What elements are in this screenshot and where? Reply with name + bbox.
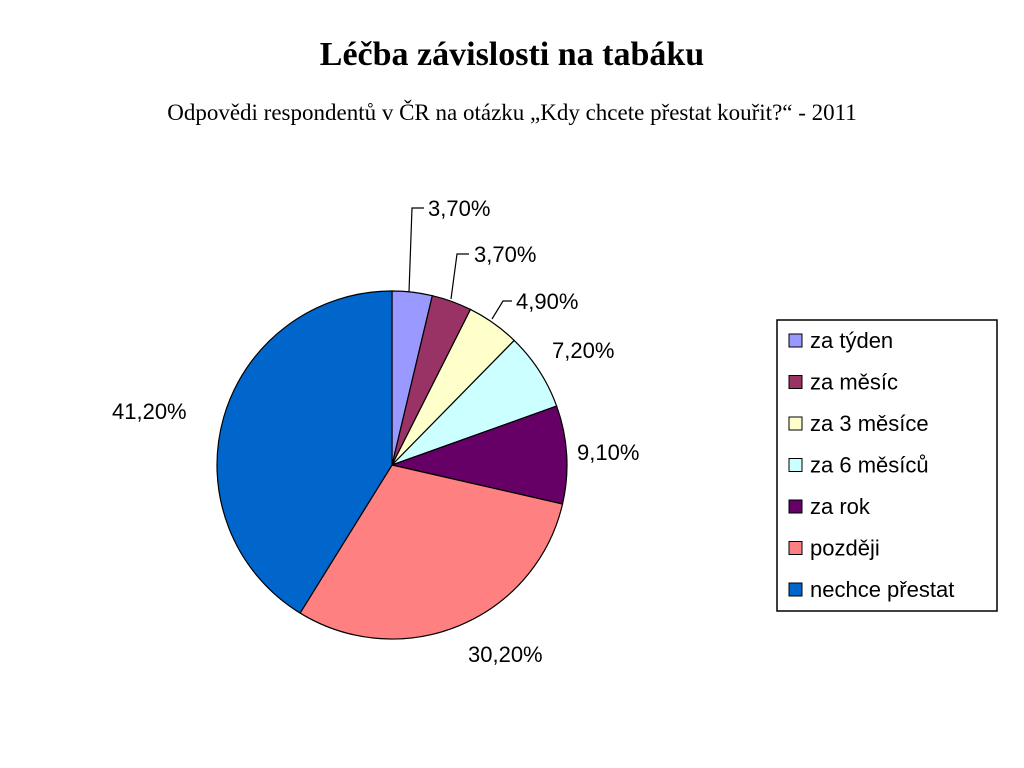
pie-slices xyxy=(216,290,568,640)
data-label-7: 41,20% xyxy=(112,399,187,424)
legend-swatch-6 xyxy=(788,541,803,555)
data-label-2: 3,70% xyxy=(474,242,536,267)
legend-swatch-3 xyxy=(788,416,803,431)
chart-legend: za týden za měsíc za 3 měsíce za 6 měsíců za… xyxy=(776,319,998,612)
legend-swatch-5 xyxy=(788,499,803,514)
legend-label-3: za 3 měsíce xyxy=(810,411,929,436)
legend-swatch-2 xyxy=(788,375,803,389)
legend-label-6: později xyxy=(810,536,880,561)
slide-subtitle: Odpovědi respondentů v ČR na otázku „Kdy… xyxy=(167,100,857,125)
pie-slice-5 xyxy=(389,405,568,505)
legend-label-4: za 6 měsíců xyxy=(810,453,929,478)
data-label-4: 7,20% xyxy=(552,338,614,363)
pie-slice-7 xyxy=(216,290,393,614)
legend-label-1: za týden xyxy=(810,328,893,353)
legend-swatch-7 xyxy=(788,582,803,597)
leader-line-3 xyxy=(491,300,512,320)
data-label-6: 30,20% xyxy=(468,642,543,667)
legend-label-2: za měsíc xyxy=(810,370,898,395)
data-labels: 3,70% 3,70% 4,90% 7,20% 9,10% 30,20% 41,20% xyxy=(112,196,639,667)
legend-swatch-1 xyxy=(788,333,803,348)
data-label-1: 3,70% xyxy=(428,196,490,221)
data-label-5: 9,10% xyxy=(577,440,639,465)
legend-label-5: za rok xyxy=(810,494,871,519)
legend-frame xyxy=(776,319,998,612)
leader-lines xyxy=(408,207,512,320)
leader-line-1 xyxy=(408,207,424,293)
slide-title: Léčba závislosti na tabáku xyxy=(319,36,705,73)
legend-swatch-4 xyxy=(788,458,803,472)
data-label-3: 4,90% xyxy=(516,289,578,314)
leader-line-2 xyxy=(450,253,469,300)
legend-label-7: nechce přestat xyxy=(810,577,954,602)
